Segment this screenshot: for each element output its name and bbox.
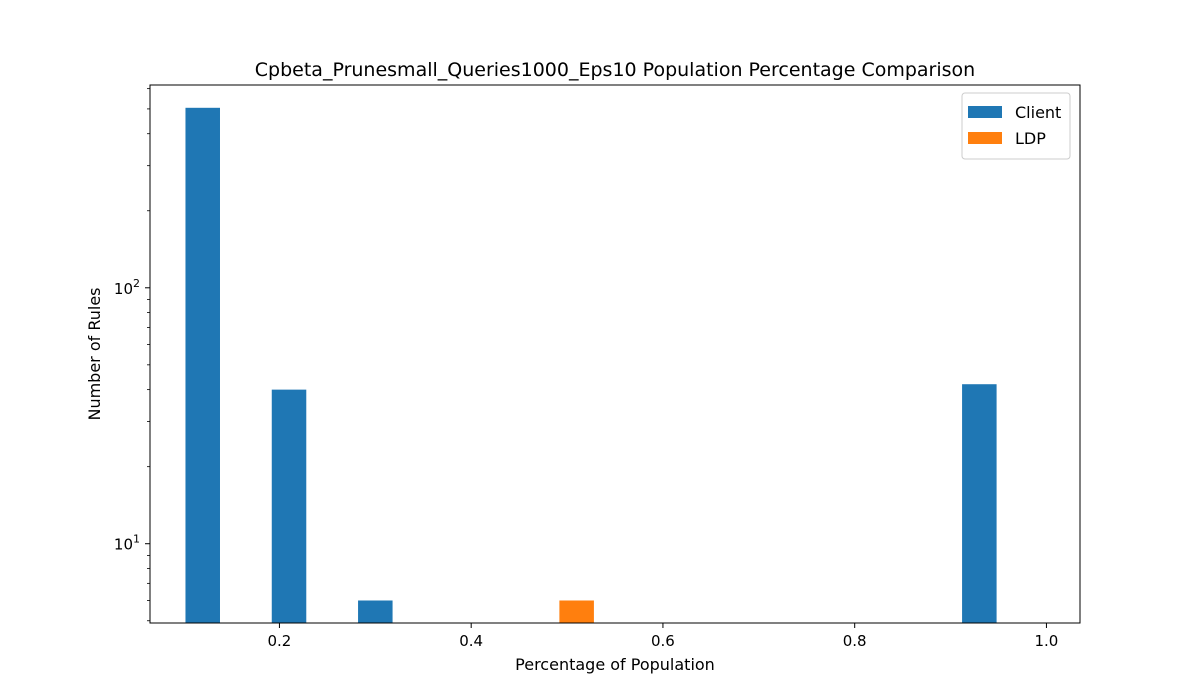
legend-swatch-client — [968, 106, 1002, 118]
plot-area-frame — [149, 84, 1081, 624]
legend: Client LDP — [961, 92, 1071, 160]
bar-ldp-0 — [559, 600, 594, 623]
chart-title: Cpbeta_Prunesmall_Queries1000_Eps10 Popu… — [255, 59, 975, 81]
bars-layer — [185, 107, 997, 624]
y-axis-label: Number of Rules — [85, 287, 104, 420]
bar-client-1 — [271, 389, 307, 623]
x-axis-ticks: 0.2 0.4 0.6 0.8 1.0 — [268, 623, 1059, 650]
legend-label-client: Client — [1015, 103, 1061, 122]
x-tick-label: 0.2 — [268, 632, 292, 650]
bar-client-3 — [962, 384, 997, 623]
x-tick-label: 0.4 — [459, 632, 483, 650]
legend-label-ldp: LDP — [1015, 129, 1046, 148]
bar-client-0 — [185, 107, 220, 624]
bar-client-2 — [358, 600, 393, 623]
x-axis-label: Percentage of Population — [515, 655, 715, 674]
x-tick-label: 1.0 — [1035, 632, 1059, 650]
y-tick-label: 102 — [114, 277, 140, 298]
x-tick-label: 0.8 — [843, 632, 867, 650]
legend-swatch-ldp — [968, 132, 1002, 144]
y-axis-ticks: 101 102 — [114, 88, 150, 622]
y-tick-label: 101 — [114, 533, 140, 554]
x-tick-label: 0.6 — [651, 632, 675, 650]
